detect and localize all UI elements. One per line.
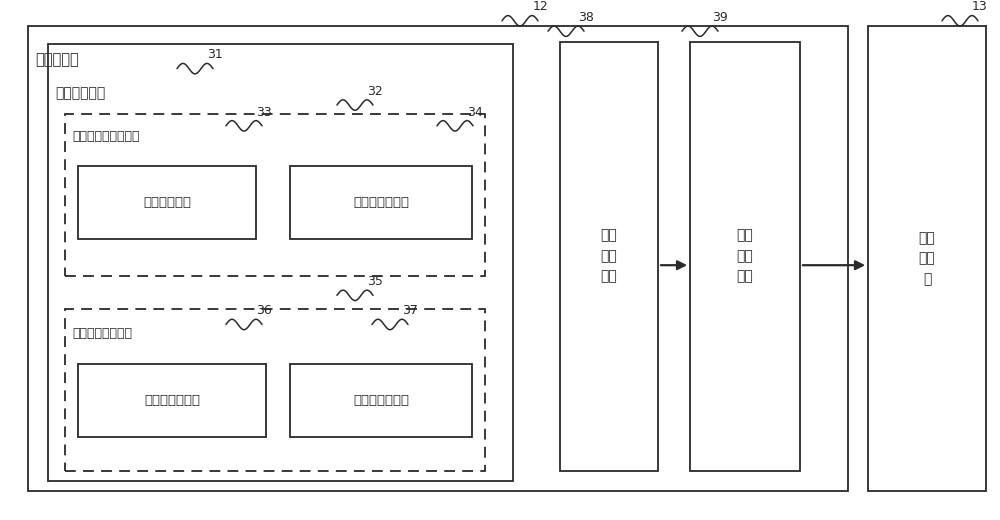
Text: 交通
仿真
软件: 交通 仿真 软件: [737, 228, 753, 284]
Bar: [290, 364, 472, 437]
Text: 37: 37: [402, 304, 418, 317]
Text: 多测试场景选择: 多测试场景选择: [144, 394, 200, 407]
Text: 仿真控制模块: 仿真控制模块: [55, 86, 105, 100]
Text: 仿真运行参数设置: 仿真运行参数设置: [72, 327, 132, 340]
Bar: [48, 44, 513, 481]
Bar: [65, 309, 485, 471]
Text: 32: 32: [367, 85, 383, 98]
Bar: [690, 42, 800, 471]
Text: 车辆基本参数: 车辆基本参数: [143, 196, 191, 209]
Text: 感知范围与内容: 感知范围与内容: [353, 196, 409, 209]
Text: 仿真
控制
接口: 仿真 控制 接口: [601, 228, 617, 284]
Text: 35: 35: [367, 275, 383, 288]
Bar: [78, 364, 266, 437]
Bar: [78, 166, 256, 239]
Text: 多测试速度选择: 多测试速度选择: [353, 394, 409, 407]
Text: 36: 36: [256, 304, 272, 317]
Bar: [65, 114, 485, 276]
Text: 交通仿真层: 交通仿真层: [35, 52, 79, 67]
Text: 39: 39: [712, 11, 728, 24]
Bar: [28, 26, 848, 491]
Text: 38: 38: [578, 11, 594, 24]
Text: 12: 12: [533, 0, 549, 13]
Bar: [868, 26, 986, 491]
Text: 33: 33: [256, 106, 272, 119]
Bar: [560, 42, 658, 471]
Text: 仿真智能车模型标定: 仿真智能车模型标定: [72, 130, 140, 143]
Bar: [290, 166, 472, 239]
Text: 数据
传输
层: 数据 传输 层: [919, 231, 935, 287]
Text: 13: 13: [972, 0, 988, 13]
Text: 31: 31: [207, 48, 223, 61]
Text: 34: 34: [467, 106, 483, 119]
